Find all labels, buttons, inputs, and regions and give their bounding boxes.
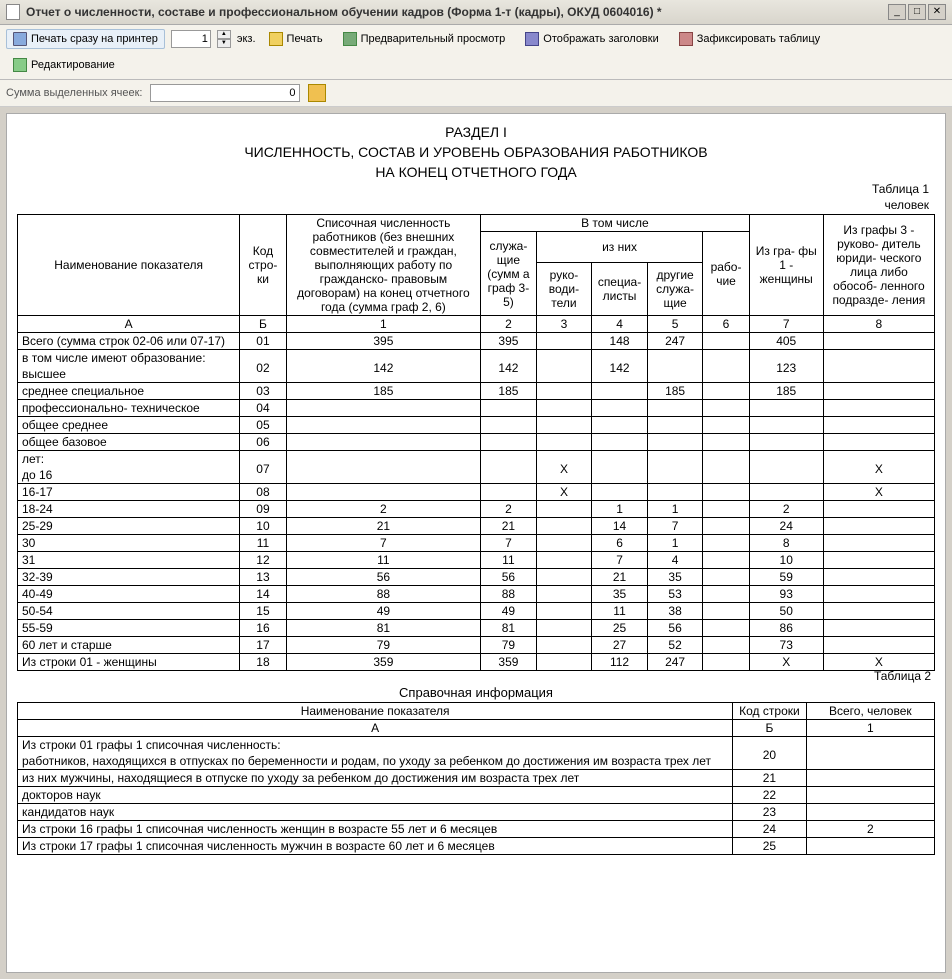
table-row: профессионально- техническое04 [18,400,935,417]
t1-h3: 3 [536,316,592,333]
edit-button[interactable]: Редактирование [6,55,122,75]
table-row: 301177618 [18,535,935,552]
close-button[interactable]: ✕ [928,4,946,20]
minimize-button[interactable]: _ [888,4,906,20]
t1-h6: 6 [703,316,749,333]
report-page: РАЗДЕЛ I ЧИСЛЕННОСТЬ, СОСТАВ И УРОВЕНЬ О… [6,113,946,973]
table-row: общее базовое06 [18,434,935,451]
table-row: 55-59168181255686 [18,620,935,637]
headers-icon [525,32,539,46]
preview-icon [343,32,357,46]
section-title-1: ЧИСЛЕННОСТЬ, СОСТАВ И УРОВЕНЬ ОБРАЗОВАНИ… [17,144,935,160]
t1-hA: А [18,316,240,333]
edit-label: Редактирование [31,59,115,71]
t1-h-work: рабо- чие [703,232,749,316]
sum-label: Сумма выделенных ячеек: [6,87,142,99]
table-row: из них мужчины, находящиеся в отпуске по… [18,770,935,787]
copies-down[interactable]: ▼ [217,39,231,48]
print-button[interactable]: Печать [262,29,330,49]
table1-label: Таблица 1 [17,182,929,196]
table-row: общее среднее05 [18,417,935,434]
table-row: 40-49148888355393 [18,586,935,603]
t2-hA: А [18,720,733,737]
preview-label: Предварительный просмотр [361,33,506,45]
maximize-button[interactable]: □ [908,4,926,20]
copies-input[interactable] [171,30,211,48]
t1-h-including: В том числе [481,215,750,232]
table-row: среднее специальное03185185185185 [18,383,935,400]
t1-h-total: Списочная численность работников (без вн… [286,215,481,316]
table1: Наименование показателя Код стро- ки Спи… [17,214,935,671]
table-row: 25-2910212114724 [18,518,935,535]
t1-h-code: Код стро- ки [240,215,286,316]
print-icon [269,32,283,46]
t2-h-total: Всего, человек [806,703,934,720]
t1-h-g7: Из гра- фы 1 - женщины [749,215,823,316]
section-number: РАЗДЕЛ I [17,124,935,140]
ref-title: Справочная информация [17,685,935,700]
edit-icon [13,58,27,72]
window-titlebar: Отчет о численности, составе и профессио… [0,0,952,25]
table1-unit: человек [17,198,929,212]
lock-icon [679,32,693,46]
table-row: 311211117410 [18,552,935,569]
table-row: 16-1708ХХ [18,484,935,501]
t1-h-mgr: руко- води- тели [536,263,592,316]
table-row: Из строки 01 - женщины18359359112247ХХ [18,654,935,671]
sum-input[interactable] [150,84,300,102]
show-headers-button[interactable]: Отображать заголовки [518,29,665,49]
t1-h4: 4 [592,316,648,333]
table-row: докторов наук22 [18,787,935,804]
print-direct-button[interactable]: Печать сразу на принтер [6,29,165,49]
t1-h-other: другие служа- щие [647,263,703,316]
section-title-2: НА КОНЕЦ ОТЧЕТНОГО ГОДА [17,164,935,180]
print-direct-label: Печать сразу на принтер [31,33,158,45]
toolbar: Печать сразу на принтер ▲ ▼ экз. Печать … [0,25,952,80]
table-row: 32-39135656213559 [18,569,935,586]
preview-button[interactable]: Предварительный просмотр [336,29,513,49]
table-row: кандидатов наук23 [18,804,935,821]
lock-table-button[interactable]: Зафиксировать таблицу [672,29,827,49]
t1-h5: 5 [647,316,703,333]
t1-h-ofthem: из них [536,232,703,263]
table-row: Из строки 16 графы 1 списочная численнос… [18,821,935,838]
window-title: Отчет о численности, составе и профессио… [26,5,662,19]
calculator-button[interactable] [308,84,326,102]
t1-h-name: Наименование показателя [18,215,240,316]
t1-h-g8: Из графы 3 - руково- дитель юриди- ческо… [823,215,934,316]
t2-hB: Б [733,720,806,737]
table-row: 50-54154949113850 [18,603,935,620]
table-row: Всего (сумма строк 02-06 или 07-17)01395… [18,333,935,350]
copies-up[interactable]: ▲ [217,30,231,39]
printer-icon [13,32,27,46]
table-row: 60 лет и старше177979275273 [18,637,935,654]
table2: Наименование показателя Код строки Всего… [17,702,935,855]
show-headers-label: Отображать заголовки [543,33,658,45]
sum-bar: Сумма выделенных ячеек: [0,80,952,107]
t1-hB: Б [240,316,286,333]
copies-unit: экз. [237,33,256,45]
table-row: Из строки 17 графы 1 списочная численнос… [18,838,935,855]
t1-h-serv: служа- щие (сумм а граф 3-5) [481,232,537,316]
t1-h-spec: специа- листы [592,263,648,316]
table2-label: Таблица 2 [874,669,931,683]
lock-table-label: Зафиксировать таблицу [697,33,820,45]
t1-h1: 1 [286,316,481,333]
document-icon [6,4,20,20]
print-label: Печать [287,33,323,45]
t2-h-code: Код строки [733,703,806,720]
t2-h1: 1 [806,720,934,737]
t1-h8: 8 [823,316,934,333]
t2-h-name: Наименование показателя [18,703,733,720]
table-row: 18-240922112 [18,501,935,518]
t1-h7: 7 [749,316,823,333]
t1-h2: 2 [481,316,537,333]
